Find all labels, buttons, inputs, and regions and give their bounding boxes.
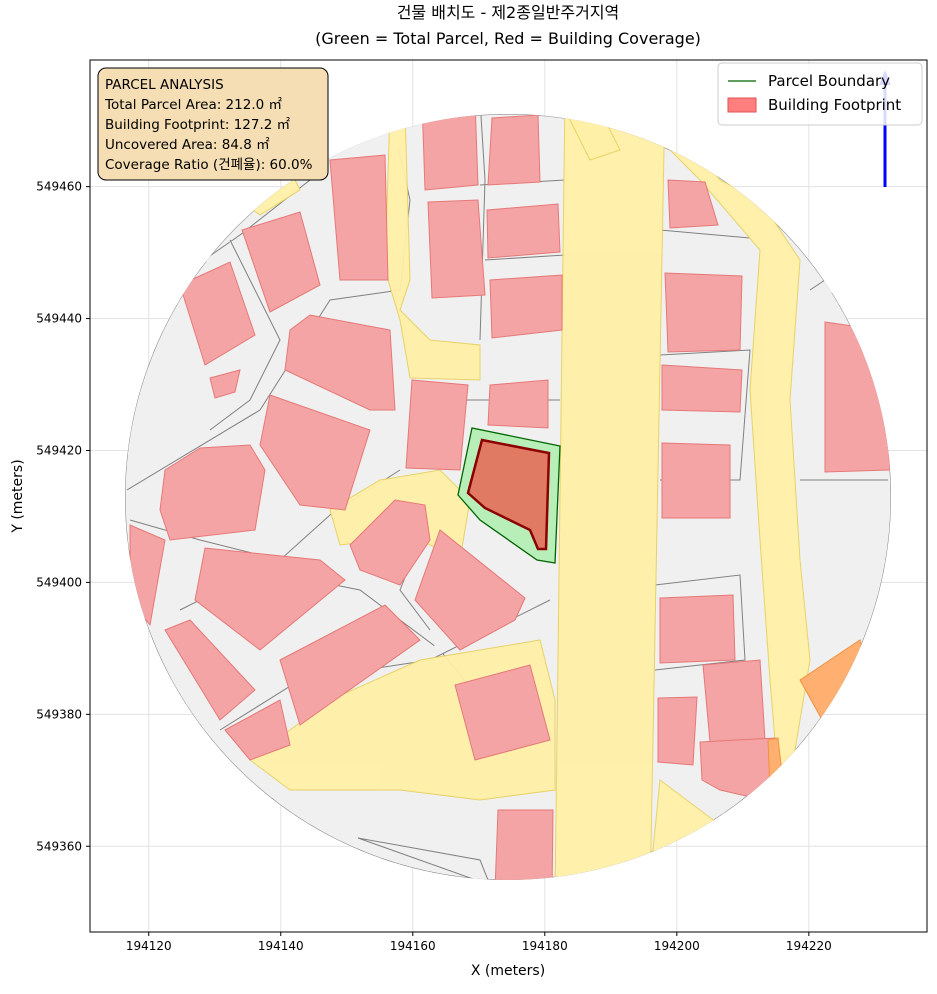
shape xyxy=(164,619,256,721)
x-tick-label: 194180 xyxy=(522,939,568,953)
shape xyxy=(657,696,698,766)
shape xyxy=(329,154,389,281)
shape xyxy=(209,369,241,399)
shape xyxy=(487,114,541,186)
legend: Parcel Boundary Building Footprint xyxy=(717,62,923,126)
polyline xyxy=(484,254,566,261)
plot-frame xyxy=(89,59,928,933)
y-axis-label: Y (meters) xyxy=(10,459,26,533)
annotation: PARCEL ANALYSIS Total Parcel Area: 212.0 … xyxy=(97,67,329,181)
shape xyxy=(427,199,486,299)
annotation-line: Coverage Ratio (건폐율): 60.0% xyxy=(105,157,313,173)
x-tick-label: 194220 xyxy=(786,939,832,953)
x-tick-label: 194140 xyxy=(258,939,304,953)
x-tick-label: 194160 xyxy=(390,939,436,953)
shape xyxy=(661,364,743,413)
shape xyxy=(486,203,561,259)
annotation-line: Uncovered Area: 84.8 ㎡ xyxy=(105,137,270,153)
shape xyxy=(667,179,719,229)
shape xyxy=(357,837,491,880)
y-tick-label: 549400 xyxy=(36,575,82,589)
subject-building xyxy=(466,438,551,551)
shape xyxy=(702,659,766,743)
annotation-line: Building Footprint: 127.2 ㎡ xyxy=(105,117,291,133)
shape xyxy=(349,499,431,586)
shape xyxy=(494,809,554,880)
annotation-line: Total Parcel Area: 212.0 ㎡ xyxy=(104,97,282,113)
map-layer xyxy=(125,70,891,880)
shape xyxy=(224,699,291,761)
legend-label: Parcel Boundary xyxy=(768,72,890,90)
shape xyxy=(279,604,421,726)
shape xyxy=(194,547,346,651)
y-tick-label: 549380 xyxy=(36,707,82,721)
buildings xyxy=(129,114,891,880)
shape xyxy=(454,664,551,761)
shape xyxy=(384,114,481,381)
shape xyxy=(179,261,256,366)
site xyxy=(125,114,891,880)
y-tick-label: 549360 xyxy=(36,839,82,853)
shape xyxy=(421,114,479,191)
x-tick-label: 194200 xyxy=(654,939,700,953)
polyline xyxy=(659,229,751,239)
legend-label: Building Footprint xyxy=(768,96,901,114)
annotation-box xyxy=(97,67,329,181)
legend-box xyxy=(717,62,923,126)
shape xyxy=(649,114,811,880)
shape xyxy=(241,211,321,313)
shape xyxy=(159,444,266,541)
chart-title: 건물 배치도 - 제2종일반주거지역 xyxy=(397,3,620,22)
x-axis-label: X (meters) xyxy=(471,963,545,979)
shape xyxy=(414,529,526,651)
legend-swatch xyxy=(727,97,757,113)
annotation-line: PARCEL ANALYSIS xyxy=(105,77,224,93)
shape xyxy=(489,274,563,339)
shape xyxy=(824,321,891,473)
shape xyxy=(661,442,731,519)
shape xyxy=(284,314,396,411)
y-tick-label: 549440 xyxy=(36,312,82,326)
x-tick-label: 194120 xyxy=(126,939,172,953)
shape xyxy=(554,114,666,880)
shape xyxy=(487,379,549,429)
y-tick-label: 549420 xyxy=(36,443,82,457)
y-tick-label: 549460 xyxy=(36,180,82,194)
shape xyxy=(664,272,743,353)
shape xyxy=(659,594,736,664)
shape xyxy=(714,144,761,181)
chart-subtitle: (Green = Total Parcel, Red = Building Co… xyxy=(315,29,701,48)
shape xyxy=(405,379,469,471)
shape xyxy=(259,394,371,511)
